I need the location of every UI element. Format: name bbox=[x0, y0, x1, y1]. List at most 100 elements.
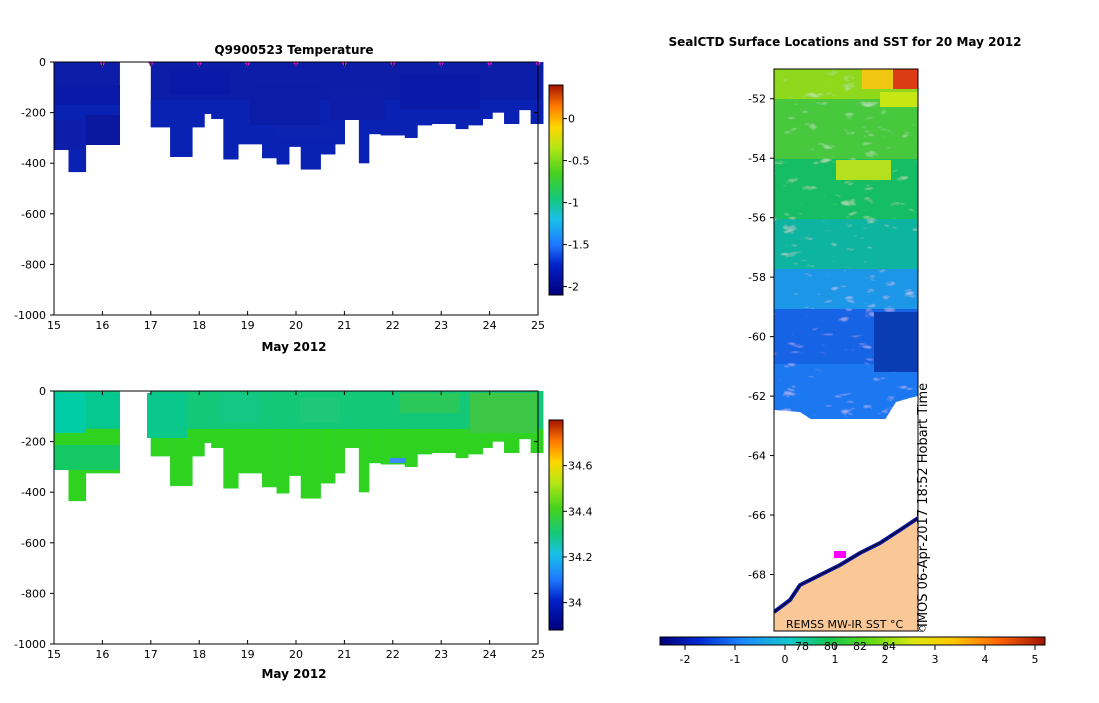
profile-deep-band bbox=[344, 428, 360, 448]
profile-column bbox=[518, 62, 532, 111]
x-tick-label: 22 bbox=[386, 319, 400, 332]
profile-deep-band bbox=[300, 428, 321, 499]
profile-deep-band bbox=[204, 99, 212, 114]
colorbar-tick-label: 0 bbox=[568, 113, 575, 126]
sst-overlay-tick-label: 84 bbox=[882, 640, 896, 653]
profile-deep-band bbox=[492, 99, 505, 113]
copyright-symbol: © bbox=[916, 622, 927, 635]
x-tick-label: 15 bbox=[47, 648, 61, 661]
profile-deep-band bbox=[482, 428, 493, 448]
x-tick-label: 25 bbox=[531, 319, 545, 332]
imos-timestamp: IMOS 06-Apr-2017 18:52 Hobart Time bbox=[916, 383, 931, 627]
profile-deep-band bbox=[530, 428, 544, 453]
profile-deep-band bbox=[150, 99, 171, 128]
sst-map-title: SealCTD Surface Locations and SST for 20… bbox=[668, 35, 1021, 49]
sst-product-label: REMSS MW-IR SST °C bbox=[786, 618, 904, 631]
profile-deep-band bbox=[191, 99, 205, 128]
temperature-colorbar bbox=[548, 84, 564, 296]
profile-deep-band bbox=[368, 428, 382, 464]
latitude-tick-label: -60 bbox=[748, 331, 766, 344]
salinity-panel: 0 -200 -400 -600 -800 -1000 15 16 17 18 19 20 21 22 2… bbox=[14, 385, 592, 681]
temperature-deep-bands bbox=[54, 70, 480, 150]
temperature-y-axis: 0 -200 -400 -600 -800 -1000 bbox=[14, 56, 538, 322]
x-tick-label: 18 bbox=[192, 648, 206, 661]
profile-deep-band bbox=[358, 428, 370, 493]
x-tick-label: 17 bbox=[144, 648, 158, 661]
colorbar-tick-label: 34.2 bbox=[568, 551, 593, 564]
x-tick-label: 16 bbox=[95, 319, 109, 332]
x-tick-label: 25 bbox=[531, 648, 545, 661]
salinity-colorbar bbox=[548, 419, 564, 631]
profile-deep-band bbox=[504, 99, 520, 124]
profile-deep-band bbox=[417, 428, 433, 455]
salinity-colorbar-ticks: 34.6 34.4 34.2 34 bbox=[563, 460, 593, 610]
y-tick-label: -600 bbox=[21, 208, 46, 221]
latitude-tick-label: -68 bbox=[748, 569, 766, 582]
latitude-tick-label: -64 bbox=[748, 450, 766, 463]
temperature-x-axis: 15 16 17 18 19 20 21 22 23 24 25 bbox=[47, 62, 545, 332]
y-tick-label: 0 bbox=[39, 56, 46, 69]
profile-deep-band bbox=[276, 428, 290, 494]
profile-deep-band bbox=[288, 428, 302, 476]
y-tick-label: -800 bbox=[21, 587, 46, 600]
latitude-tick-label: -62 bbox=[748, 390, 766, 403]
profile-deep-band bbox=[334, 428, 345, 474]
sst-map-panel: SealCTD Surface Locations and SST for 20… bbox=[659, 35, 1046, 666]
latitude-tick-label: -56 bbox=[748, 212, 766, 225]
x-tick-label: 24 bbox=[483, 319, 497, 332]
temperature-x-axis-label: May 2012 bbox=[261, 340, 326, 354]
profile-deep-band bbox=[211, 99, 224, 119]
colorbar-tick-label: -1.5 bbox=[568, 239, 589, 252]
x-tick-label: 20 bbox=[289, 319, 303, 332]
y-tick-label: -200 bbox=[21, 107, 46, 120]
x-tick-label: 21 bbox=[337, 648, 351, 661]
y-tick-label: -800 bbox=[21, 258, 46, 271]
profile-deep-band bbox=[455, 428, 469, 459]
salinity-x-axis: 15 16 17 18 19 20 21 22 23 24 25 bbox=[47, 391, 545, 661]
x-tick-label: 19 bbox=[241, 648, 255, 661]
latitude-tick-label: -66 bbox=[748, 509, 766, 522]
profile-deep-band bbox=[320, 428, 336, 484]
x-tick-label: 22 bbox=[386, 648, 400, 661]
profile-deep-band bbox=[334, 99, 345, 145]
sst-colorbar-tick-label: -2 bbox=[680, 653, 691, 666]
profile-deep-band bbox=[518, 99, 532, 111]
sst-field bbox=[774, 69, 918, 631]
temperature-panel: Q9900523 Temperature 0 -200 -400 -600 -800 -1… bbox=[14, 43, 589, 354]
x-tick-label: 23 bbox=[434, 319, 448, 332]
sst-overlay-tick-label: 82 bbox=[853, 640, 867, 653]
colorbar-tick-label: 34 bbox=[568, 597, 582, 610]
profile-deep-band bbox=[223, 99, 239, 160]
colorbar-tick-label: -0.5 bbox=[568, 155, 589, 168]
profile-deep-band bbox=[223, 428, 239, 489]
profile-deep-band bbox=[504, 428, 520, 453]
profile-deep-band bbox=[467, 428, 483, 455]
colorbar-tick-label: -1 bbox=[568, 197, 579, 210]
sst-overlay-tick-label: 80 bbox=[824, 640, 838, 653]
x-tick-label: 20 bbox=[289, 648, 303, 661]
sst-colorbar-ticks: -2 -1 0 1 2 3 4 5 78 80 82 84 bbox=[680, 640, 1039, 666]
sst-colorbar-tick-label: 1 bbox=[832, 653, 839, 666]
y-tick-label: -600 bbox=[21, 537, 46, 550]
profile-deep-band bbox=[170, 99, 193, 157]
latitude-axis: -52 -54 -56 -58 -60 -62 -64 -66 -68 bbox=[748, 93, 774, 582]
x-tick-label: 18 bbox=[192, 319, 206, 332]
latitude-tick-label: -58 bbox=[748, 271, 766, 284]
x-tick-label: 19 bbox=[241, 319, 255, 332]
latitude-tick-label: -52 bbox=[748, 93, 766, 106]
sst-colorbar-tick-label: 2 bbox=[882, 653, 889, 666]
sst-colorbar bbox=[659, 636, 1046, 646]
sst-colorbar-tick-label: 5 bbox=[1032, 653, 1039, 666]
sst-map-frame bbox=[773, 68, 919, 632]
sst-colorbar-tick-label: 0 bbox=[782, 653, 789, 666]
x-tick-label: 24 bbox=[483, 648, 497, 661]
temperature-chart-title: Q9900523 Temperature bbox=[214, 43, 373, 57]
salinity-upper-bands bbox=[54, 393, 538, 470]
profile-deep-band bbox=[404, 428, 418, 467]
sst-colorbar-tick-label: -1 bbox=[730, 653, 741, 666]
profile-deep-band bbox=[237, 428, 263, 474]
sst-colorbar-tick-label: 4 bbox=[982, 653, 989, 666]
latitude-tick-label: -54 bbox=[748, 152, 766, 165]
profile-deep-band bbox=[191, 428, 205, 457]
